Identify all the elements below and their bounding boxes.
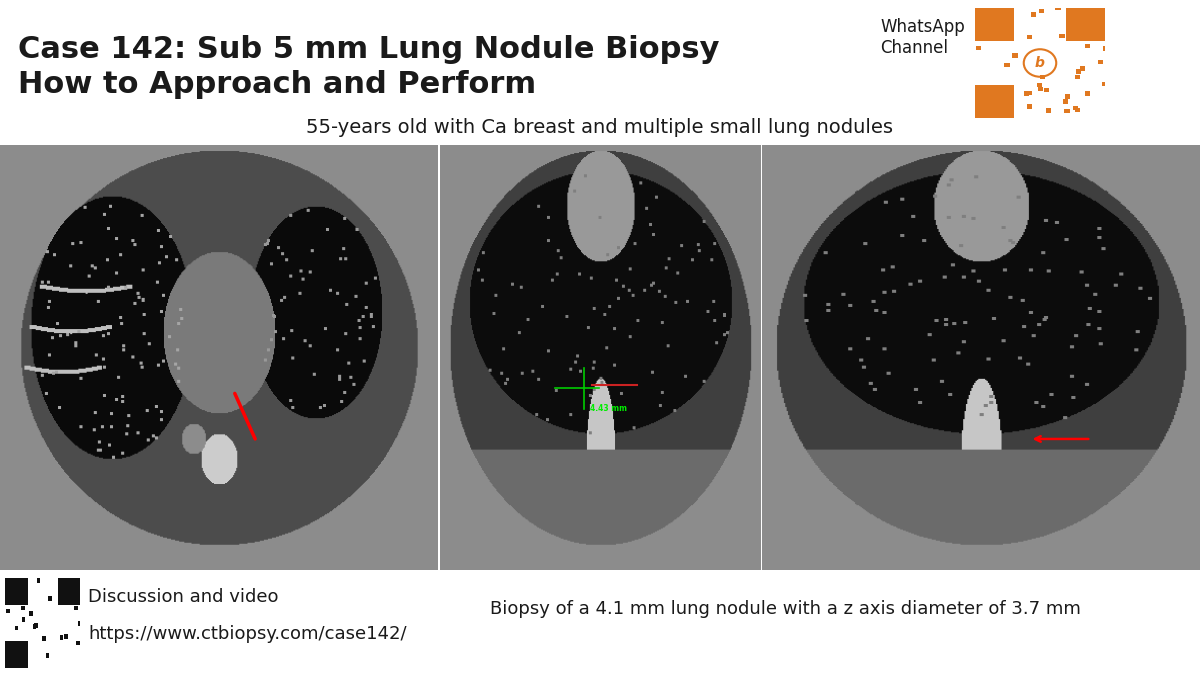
Bar (77, 578, 80, 605)
Bar (1038, 87, 1043, 91)
Bar (11, 583, 22, 596)
Bar (1066, 8, 1105, 14)
Bar (58, 601, 80, 605)
Text: 4.43 mm: 4.43 mm (590, 404, 626, 412)
Bar (48, 597, 52, 601)
Bar (1064, 95, 1070, 99)
Bar (76, 641, 79, 645)
Bar (974, 85, 982, 118)
Bar (1027, 90, 1032, 95)
Bar (5, 578, 8, 605)
Bar (60, 635, 64, 640)
Bar (5, 641, 28, 668)
Bar (1085, 44, 1090, 48)
Text: Discussion and video: Discussion and video (88, 588, 278, 606)
Bar (1046, 109, 1051, 113)
Bar (1008, 8, 1014, 41)
Text: b: b (1036, 56, 1045, 70)
Text: Biopsy of a 4.1 mm lung nodule with a z axis diameter of 3.7 mm: Biopsy of a 4.1 mm lung nodule with a z … (490, 600, 1081, 618)
Bar (1037, 83, 1043, 87)
Bar (58, 578, 61, 605)
Bar (1098, 8, 1105, 41)
Bar (1076, 70, 1081, 74)
Bar (1103, 47, 1108, 51)
Bar (24, 578, 28, 605)
Bar (1060, 34, 1064, 38)
Bar (1024, 91, 1028, 95)
Bar (64, 634, 68, 639)
Bar (78, 621, 82, 626)
Bar (1066, 8, 1105, 41)
Bar (6, 609, 10, 613)
Bar (974, 36, 1014, 41)
Bar (5, 664, 28, 668)
Bar (1031, 12, 1036, 17)
Bar (32, 624, 36, 629)
Bar (1103, 82, 1108, 86)
Bar (1013, 53, 1018, 57)
Bar (1027, 34, 1032, 39)
Text: How to Approach and Perform: How to Approach and Perform (18, 70, 536, 99)
Bar (11, 647, 22, 661)
Bar (1004, 63, 1009, 67)
Bar (985, 16, 1004, 33)
Bar (1027, 105, 1032, 109)
Bar (974, 8, 1014, 14)
Bar (1039, 9, 1044, 14)
Text: 55-years old with Ca breast and multiple small lung nodules: 55-years old with Ca breast and multiple… (306, 118, 894, 137)
Bar (58, 578, 80, 605)
Bar (1039, 75, 1045, 79)
Bar (1044, 88, 1049, 92)
Bar (14, 626, 18, 630)
Bar (58, 578, 80, 583)
Bar (985, 93, 1004, 110)
Bar (1064, 109, 1069, 113)
Bar (5, 578, 28, 605)
Bar (1008, 85, 1014, 118)
Bar (1066, 36, 1105, 41)
Bar (1075, 108, 1080, 112)
Bar (974, 85, 1014, 118)
Bar (42, 636, 46, 641)
Bar (1074, 75, 1080, 79)
Bar (974, 8, 1014, 41)
Bar (74, 605, 78, 610)
Bar (1075, 16, 1096, 33)
Bar (36, 578, 41, 583)
Bar (976, 46, 982, 50)
Bar (64, 583, 74, 596)
Bar (24, 641, 28, 668)
Bar (20, 605, 24, 610)
Bar (5, 641, 28, 645)
Bar (1063, 99, 1068, 104)
Bar (46, 653, 49, 658)
Bar (1066, 8, 1073, 41)
Bar (1073, 106, 1079, 111)
Bar (22, 617, 25, 622)
Bar (5, 641, 8, 668)
Bar (974, 8, 982, 41)
Bar (5, 578, 28, 583)
Circle shape (1024, 49, 1056, 77)
Bar (34, 624, 37, 628)
Bar (1085, 91, 1091, 96)
Bar (1080, 66, 1085, 71)
Bar (974, 113, 1014, 118)
Bar (29, 612, 34, 616)
Bar (1055, 5, 1061, 10)
Text: Case 142: Sub 5 mm Lung Nodule Biopsy: Case 142: Sub 5 mm Lung Nodule Biopsy (18, 35, 720, 64)
Bar (1098, 60, 1103, 64)
Bar (5, 601, 28, 605)
Bar (974, 85, 1014, 90)
Text: https://www.ctbiopsy.com/case142/: https://www.ctbiopsy.com/case142/ (88, 625, 407, 643)
Text: WhatsApp
Channel: WhatsApp Channel (880, 18, 965, 57)
